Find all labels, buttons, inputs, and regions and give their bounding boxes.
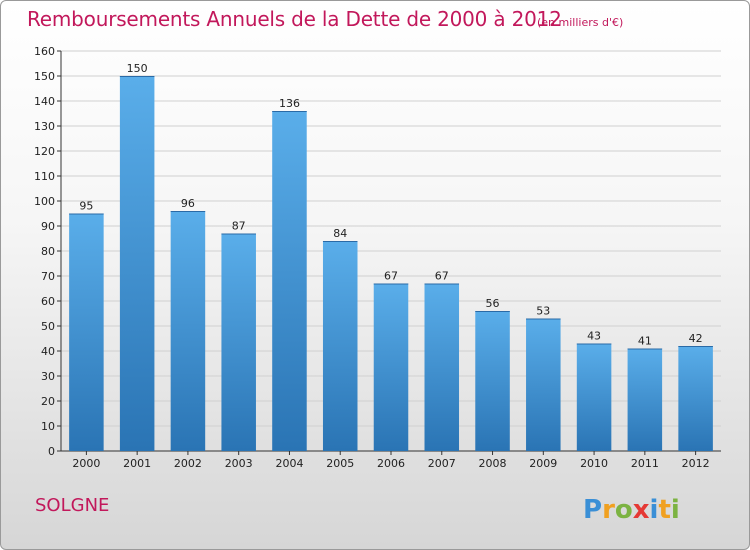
bar-2004 bbox=[272, 111, 307, 451]
bar-2011 bbox=[627, 348, 663, 451]
y-tick-label: 90 bbox=[41, 220, 55, 233]
x-tick-label-2008: 2008 bbox=[479, 457, 507, 470]
y-tick-label: 140 bbox=[34, 95, 55, 108]
data-label-2012: 42 bbox=[689, 332, 703, 345]
x-tick-label-2004: 2004 bbox=[275, 457, 303, 470]
x-tick-label-2006: 2006 bbox=[377, 457, 405, 470]
y-tick-label: 160 bbox=[34, 45, 55, 58]
chart-title: Remboursements Annuels de la Dette de 20… bbox=[27, 7, 562, 31]
bar-2012 bbox=[678, 346, 713, 451]
x-tick-label-2005: 2005 bbox=[326, 457, 354, 470]
proxiti-logo: Proxiti bbox=[583, 495, 680, 525]
unit-note: (en milliers d'€) bbox=[537, 16, 624, 29]
bar-2000 bbox=[69, 213, 104, 451]
data-label-2005: 84 bbox=[333, 227, 347, 240]
bar-2008 bbox=[475, 311, 510, 451]
x-tick-label-2012: 2012 bbox=[682, 457, 710, 470]
bar-2005 bbox=[322, 241, 358, 451]
y-tick-label: 20 bbox=[41, 395, 55, 408]
y-tick-label: 50 bbox=[41, 320, 55, 333]
bar-2003 bbox=[221, 233, 256, 451]
bar-2009 bbox=[526, 318, 561, 451]
commune-name: SOLGNE bbox=[35, 495, 110, 516]
data-label-2007: 67 bbox=[435, 270, 449, 283]
y-tick-label: 130 bbox=[34, 120, 55, 133]
bar-2002 bbox=[170, 211, 206, 451]
x-tick-label-2010: 2010 bbox=[580, 457, 608, 470]
axes: 0 10 20 30 40 50 60 70 80 90 100 110 120 130 140 150 160… bbox=[34, 45, 721, 470]
bars bbox=[69, 76, 713, 451]
x-tick-label-2000: 2000 bbox=[72, 457, 100, 470]
svg-text:Proxiti: Proxiti bbox=[583, 495, 680, 525]
y-tick-label: 60 bbox=[41, 295, 55, 308]
data-label-2009: 53 bbox=[536, 305, 550, 318]
data-label-2004: 136 bbox=[279, 97, 300, 110]
data-labels: 95 150 96 87 136 84 67 67 56 53 43 41 42 bbox=[79, 62, 702, 348]
bar-2007 bbox=[424, 283, 460, 451]
bar-2006 bbox=[373, 283, 409, 451]
data-label-2002: 96 bbox=[181, 197, 195, 210]
bar-2001 bbox=[119, 76, 155, 451]
y-tick-label: 40 bbox=[41, 345, 55, 358]
x-tick-label-2002: 2002 bbox=[174, 457, 202, 470]
data-label-2010: 43 bbox=[587, 330, 601, 343]
x-tick-label-2007: 2007 bbox=[428, 457, 456, 470]
y-tick-label: 10 bbox=[41, 420, 55, 433]
y-tick-label: 110 bbox=[34, 170, 55, 183]
y-tick-label: 30 bbox=[41, 370, 55, 383]
data-label-2008: 56 bbox=[486, 297, 500, 310]
y-tick-label: 0 bbox=[48, 445, 55, 458]
y-tick-label: 70 bbox=[41, 270, 55, 283]
y-tick-label: 120 bbox=[34, 145, 55, 158]
data-label-2011: 41 bbox=[638, 335, 652, 348]
x-tick-label-2003: 2003 bbox=[225, 457, 253, 470]
data-label-2000: 95 bbox=[79, 200, 93, 213]
y-tick-label: 100 bbox=[34, 195, 55, 208]
data-label-2006: 67 bbox=[384, 270, 398, 283]
y-tick-label: 150 bbox=[34, 70, 55, 83]
x-tick-label-2009: 2009 bbox=[529, 457, 557, 470]
bar-2010 bbox=[576, 343, 612, 451]
x-tick-label-2001: 2001 bbox=[123, 457, 151, 470]
x-tick-label-2011: 2011 bbox=[631, 457, 659, 470]
y-tick-label: 80 bbox=[41, 245, 55, 258]
data-label-2003: 87 bbox=[232, 220, 246, 233]
data-label-2001: 150 bbox=[127, 62, 148, 75]
